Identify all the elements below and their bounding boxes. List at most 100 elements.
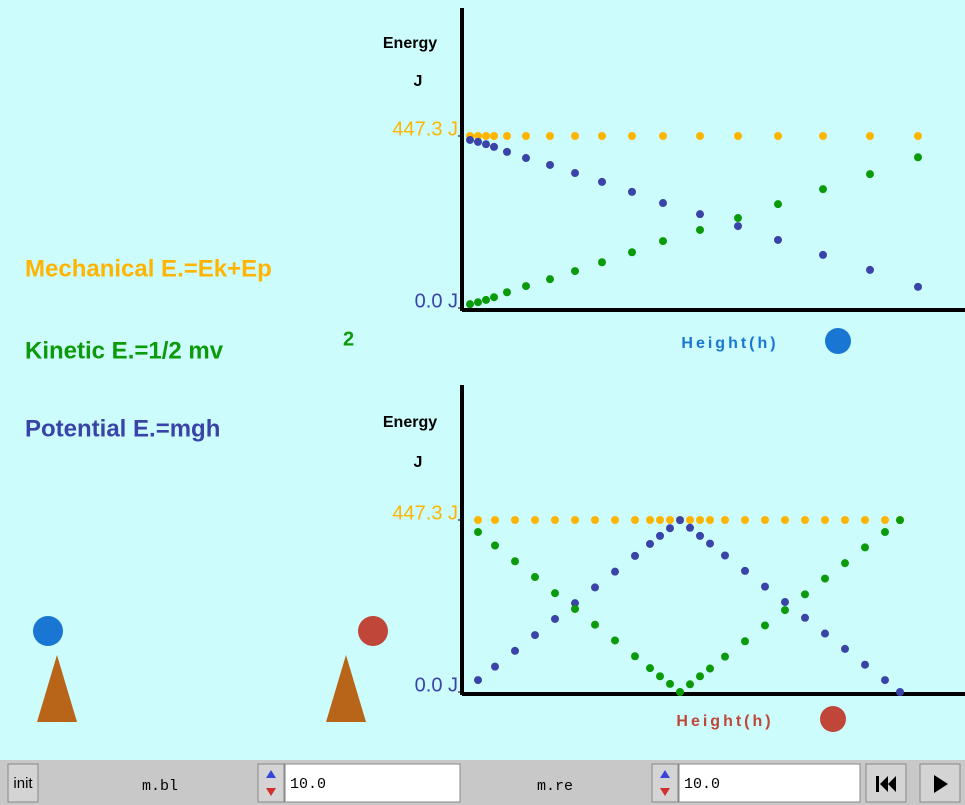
data-point <box>611 636 619 644</box>
data-point <box>503 148 511 156</box>
data-point <box>522 154 530 162</box>
data-point <box>611 516 619 524</box>
data-point <box>631 552 639 560</box>
applet: Mechanical E.=Ek+Ep Kinetic E.=1/2 mv 2 … <box>0 0 965 805</box>
data-point <box>646 540 654 548</box>
data-point <box>656 532 664 540</box>
spinner[interactable] <box>652 764 678 802</box>
data-point <box>551 615 559 623</box>
init-label[interactable]: init <box>13 775 33 792</box>
data-point <box>631 516 639 524</box>
data-point <box>819 251 827 259</box>
data-point <box>781 606 789 614</box>
data-point <box>781 598 789 606</box>
data-point <box>696 210 704 218</box>
background <box>0 0 965 760</box>
data-point <box>466 136 474 144</box>
legend-mechanical: Mechanical E.=Ek+Ep <box>25 255 272 282</box>
data-point <box>866 170 874 178</box>
data-point <box>676 516 684 524</box>
data-point <box>861 661 869 669</box>
data-point <box>628 248 636 256</box>
data-point <box>511 557 519 565</box>
data-point <box>531 631 539 639</box>
data-point <box>571 169 579 177</box>
data-point <box>628 188 636 196</box>
data-point <box>774 200 782 208</box>
data-point <box>571 605 579 613</box>
data-point <box>821 516 829 524</box>
y-tick-label: 447.3 J <box>392 502 458 524</box>
data-point <box>666 516 674 524</box>
data-point <box>774 132 782 140</box>
data-point <box>490 132 498 140</box>
data-point <box>646 664 654 672</box>
data-point <box>696 132 704 140</box>
data-point <box>522 282 530 290</box>
data-point <box>474 138 482 146</box>
x-axis-title: Height(h) <box>681 335 778 352</box>
data-point <box>511 516 519 524</box>
data-point <box>696 532 704 540</box>
data-point <box>721 551 729 559</box>
height-marker <box>825 328 851 354</box>
data-point <box>819 185 827 193</box>
data-point <box>551 516 559 524</box>
red-ball[interactable] <box>358 616 388 646</box>
data-point <box>819 132 827 140</box>
data-point <box>631 652 639 660</box>
data-point <box>821 575 829 583</box>
page: Mechanical E.=Ek+Ep Kinetic E.=1/2 mv 2 … <box>0 0 965 805</box>
data-point <box>546 161 554 169</box>
data-point <box>611 568 619 576</box>
data-point <box>896 516 904 524</box>
data-point <box>666 680 674 688</box>
data-point <box>686 516 694 524</box>
data-point <box>474 516 482 524</box>
data-point <box>474 528 482 536</box>
data-point <box>861 516 869 524</box>
y-tick-label: 0.0 J <box>415 290 458 312</box>
data-point <box>741 637 749 645</box>
data-point <box>881 676 889 684</box>
data-point <box>659 132 667 140</box>
data-point <box>474 298 482 306</box>
data-point <box>490 293 498 301</box>
data-point <box>914 132 922 140</box>
legend-potential: Potential E.=mgh <box>25 415 220 442</box>
mass-red-label: m.re <box>537 778 573 795</box>
y-axis-unit: J <box>414 454 423 471</box>
data-point <box>866 132 874 140</box>
data-point <box>591 621 599 629</box>
x-axis-title: Height(h) <box>676 713 773 730</box>
y-tick-label: 0.0 J <box>415 674 458 696</box>
data-point <box>841 516 849 524</box>
data-point <box>659 199 667 207</box>
data-point <box>741 516 749 524</box>
y-tick-label: 447.3 J <box>392 118 458 140</box>
data-point <box>721 653 729 661</box>
data-point <box>571 516 579 524</box>
data-point <box>866 266 874 274</box>
data-point <box>914 153 922 161</box>
data-point <box>761 583 769 591</box>
data-point <box>686 524 694 532</box>
data-point <box>686 680 694 688</box>
data-point <box>503 288 511 296</box>
data-point <box>546 132 554 140</box>
data-point <box>666 524 674 532</box>
data-point <box>503 132 511 140</box>
data-point <box>706 540 714 548</box>
data-point <box>841 559 849 567</box>
data-point <box>491 516 499 524</box>
height-marker <box>820 706 846 732</box>
data-point <box>598 178 606 186</box>
data-point <box>656 672 664 680</box>
mass-red-value[interactable]: 10.0 <box>684 776 720 793</box>
mass-blue-value[interactable]: 10.0 <box>290 776 326 793</box>
data-point <box>761 516 769 524</box>
data-point <box>466 300 474 308</box>
spinner[interactable] <box>258 764 284 802</box>
data-point <box>734 214 742 222</box>
blue-ball[interactable] <box>33 616 63 646</box>
